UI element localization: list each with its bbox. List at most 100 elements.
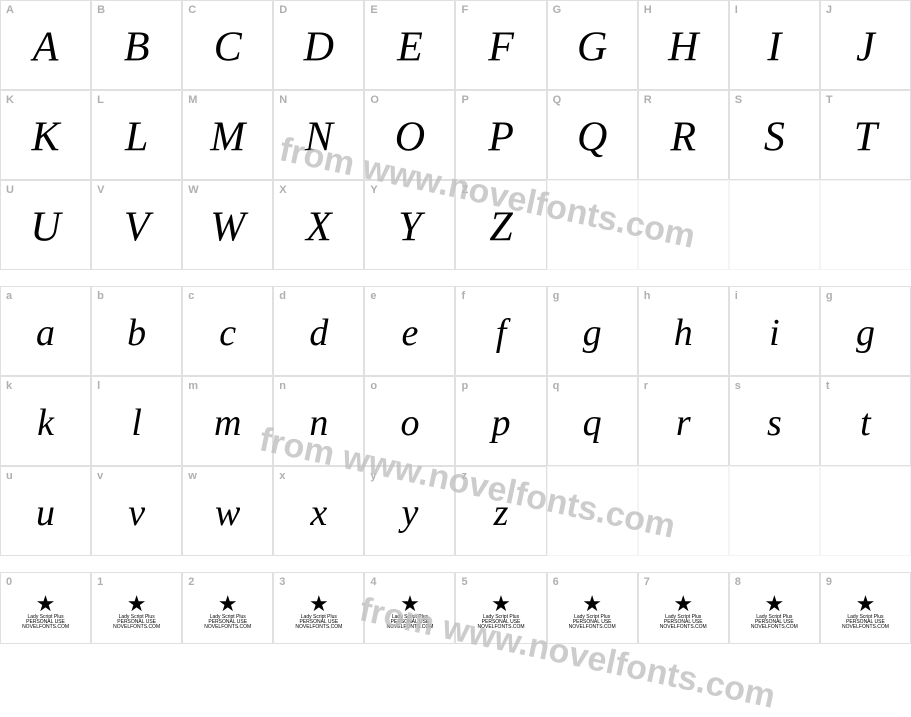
cell-glyph: b [127,311,146,355]
glyph-cell: oo [364,376,455,466]
cell-label: 1 [97,576,103,588]
cell-glyph: D [304,23,334,71]
star-icon: ★ [491,593,511,615]
digit-placeholder-glyph: ★Lady Script PlusPERSONAL USENOVELFONTS.… [113,593,160,630]
cell-label: x [279,470,285,482]
glyph-cell: ii [729,286,820,376]
cell-label: F [461,4,468,16]
cell-glyph: n [309,401,328,445]
star-icon: ★ [127,593,147,615]
glyph-cell: TT [820,90,911,180]
cell-label: s [735,380,741,392]
cell-glyph: C [214,23,242,71]
cell-label: C [188,4,196,16]
digit-text-line: NOVELFONTS.COM [569,625,616,630]
cell-label: I [735,4,738,16]
glyph-cell: cc [182,286,273,376]
cell-label: v [97,470,103,482]
cell-glyph: f [496,311,507,355]
cell-label: J [826,4,832,16]
cell-label: U [6,184,14,196]
lowercase-grid: aabbccddeeffgghhiiggkkllmmnnooppqqrrsstt… [0,286,911,556]
cell-label: m [188,380,198,392]
cell-label: D [279,4,287,16]
cell-glyph: Y [398,203,421,251]
glyph-cell: ww [182,466,273,556]
star-icon: ★ [764,593,784,615]
cell-glyph: i [769,311,780,355]
cell-label: f [461,290,465,302]
digits-grid: 0★Lady Script PlusPERSONAL USENOVELFONTS… [0,572,911,644]
cell-label: b [97,290,104,302]
empty-cell [638,180,729,270]
star-icon: ★ [218,593,238,615]
cell-label: L [97,94,104,106]
cell-glyph: A [33,23,59,71]
glyph-cell: 5★Lady Script PlusPERSONAL USENOVELFONTS… [455,572,546,644]
cell-label: e [370,290,376,302]
glyph-cell: aa [0,286,91,376]
glyph-cell: bb [91,286,182,376]
glyph-cell: AA [0,0,91,90]
empty-cell [638,466,729,556]
cell-glyph: g [583,311,602,355]
star-icon: ★ [582,593,602,615]
cell-glyph: o [400,401,419,445]
digit-text-line: NOVELFONTS.COM [751,625,798,630]
cell-label: A [6,4,14,16]
cell-label: V [97,184,104,196]
cell-label: a [6,290,12,302]
cell-label: E [370,4,377,16]
glyph-cell: RR [638,90,729,180]
cell-glyph: H [668,23,698,71]
digit-text-line: NOVELFONTS.COM [113,625,160,630]
cell-label: n [279,380,286,392]
cell-glyph: V [124,203,150,251]
digit-placeholder-glyph: ★Lady Script PlusPERSONAL USENOVELFONTS.… [842,593,889,630]
glyph-cell: vv [91,466,182,556]
cell-label: c [188,290,194,302]
star-icon: ★ [673,593,693,615]
star-icon: ★ [856,593,876,615]
glyph-cell: ee [364,286,455,376]
cell-glyph: Z [489,203,512,251]
empty-cell [547,466,638,556]
glyph-cell: 0★Lady Script PlusPERSONAL USENOVELFONTS… [0,572,91,644]
cell-glyph: a [36,311,55,355]
glyph-cell: BB [91,0,182,90]
cell-glyph: t [860,401,871,445]
cell-label: r [644,380,648,392]
glyph-cell: dd [273,286,364,376]
cell-label: N [279,94,287,106]
cell-glyph: G [577,23,607,71]
digit-text-line: NOVELFONTS.COM [22,625,69,630]
glyph-cell: tt [820,376,911,466]
glyph-cell: 9★Lady Script PlusPERSONAL USENOVELFONTS… [820,572,911,644]
glyph-cell: 8★Lady Script PlusPERSONAL USENOVELFONTS… [729,572,820,644]
cell-glyph: K [32,113,60,161]
cell-label: X [279,184,286,196]
star-icon: ★ [309,593,329,615]
glyph-cell: ss [729,376,820,466]
cell-glyph: d [309,311,328,355]
cell-label: d [279,290,286,302]
cell-label: T [826,94,833,106]
cell-glyph: v [128,491,145,535]
cell-label: u [6,470,13,482]
cell-label: H [644,4,652,16]
cell-glyph: I [767,23,781,71]
glyph-cell: II [729,0,820,90]
glyph-cell: hh [638,286,729,376]
cell-label: G [553,4,562,16]
cell-glyph: y [402,491,419,535]
glyph-cell: kk [0,376,91,466]
digit-text-line: NOVELFONTS.COM [386,625,433,630]
cell-label: t [826,380,830,392]
glyph-cell: OO [364,90,455,180]
glyph-cell: rr [638,376,729,466]
digit-text-line: NOVELFONTS.COM [842,625,889,630]
glyph-cell: ff [455,286,546,376]
cell-glyph: p [492,401,511,445]
cell-label: l [97,380,100,392]
glyph-cell: XX [273,180,364,270]
